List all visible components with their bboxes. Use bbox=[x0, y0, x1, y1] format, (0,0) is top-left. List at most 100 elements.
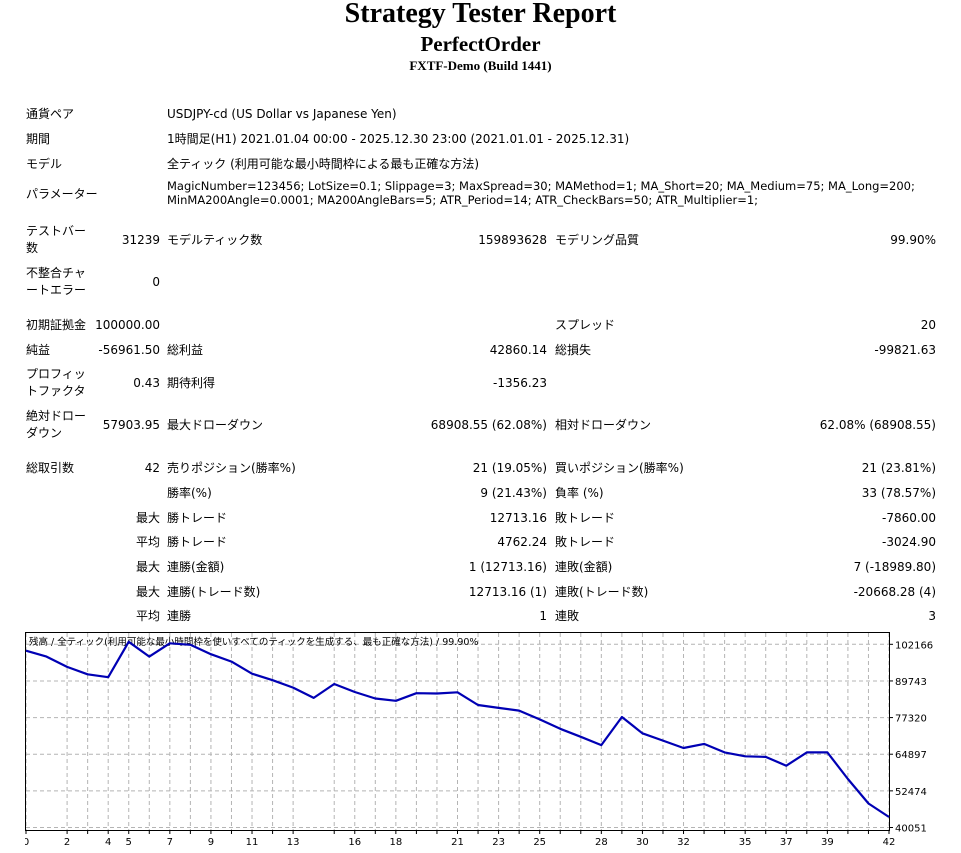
average-prefix: 平均 bbox=[135, 535, 160, 549]
modeling-quality-value: 99.90% bbox=[890, 233, 936, 247]
x-tick-label: 21 bbox=[451, 837, 464, 848]
win-rate-value: 9 (21.43%) bbox=[480, 486, 547, 500]
short-positions-value: 21 (19.05%) bbox=[472, 461, 547, 475]
y-tick-label: 77320 bbox=[895, 714, 927, 725]
x-tick-label: 23 bbox=[492, 837, 505, 848]
x-tick-label: 28 bbox=[595, 837, 608, 848]
balance-series-line bbox=[25, 640, 890, 818]
loss-rate-label: 負率 (%) bbox=[555, 486, 604, 500]
relative-drawdown-value: 62.08% (68908.55) bbox=[819, 418, 936, 432]
average-win-label: 勝トレード bbox=[167, 535, 228, 549]
average-win-value: 4762.24 bbox=[497, 535, 547, 549]
expert-name: PerfectOrder bbox=[420, 32, 541, 56]
symbol-value: USDJPY-cd (US Dollar vs Japanese Yen) bbox=[167, 107, 397, 121]
absolute-drawdown-value: 57903.95 bbox=[102, 418, 160, 432]
x-tick-label: 39 bbox=[821, 837, 834, 848]
y-tick-label: 64897 bbox=[895, 750, 927, 761]
ticks-label: モデルティック数 bbox=[167, 233, 263, 247]
max-consec-wins-money-value: 1 (12713.16) bbox=[468, 560, 547, 574]
loss-rate-value: 33 (78.57%) bbox=[861, 486, 936, 500]
gross-loss-value: -99821.63 bbox=[874, 343, 936, 357]
x-tick-label: 37 bbox=[780, 837, 793, 848]
symbol-label: 通貨ペア bbox=[26, 107, 75, 121]
bars-value: 31239 bbox=[121, 233, 160, 247]
max-drawdown-label: 最大ドローダウン bbox=[167, 418, 264, 432]
x-tick-label: 13 bbox=[287, 837, 300, 848]
avg-consec-wins-label: 連勝 bbox=[167, 609, 192, 623]
x-tick-label: 4 bbox=[105, 837, 111, 848]
total-trades-label: 総取引数 bbox=[26, 461, 75, 475]
x-tick-label: 5 bbox=[126, 837, 132, 848]
period-label: 期間 bbox=[26, 132, 51, 146]
x-tick-label: 16 bbox=[348, 837, 361, 848]
net-profit-value: -56961.50 bbox=[98, 343, 160, 357]
y-tick-label: 52474 bbox=[895, 787, 927, 798]
largest-loss-label: 敗トレード bbox=[555, 511, 616, 525]
server-build: FXTF-Demo (Build 1441) bbox=[409, 58, 552, 73]
profit-factor-value: 0.43 bbox=[133, 376, 160, 390]
model-value: 全ティック (利用可能な最小時間枠による最も正確な方法) bbox=[167, 157, 480, 171]
y-axis: 102166 89743 77320 64897 52474 40051 bbox=[889, 640, 933, 834]
long-positions-value: 21 (23.81%) bbox=[861, 461, 936, 475]
mismatch-errors-label: 不整合チャートエラー bbox=[26, 266, 87, 297]
balance-chart: 残高 / 全ティック(利用可能な最小時間枠を使いすべてのティックを生成する、最も… bbox=[25, 632, 933, 848]
initial-deposit-value: 100000.00 bbox=[95, 318, 160, 332]
x-axis: 0 2 4 5 7 9 11 13 16 18 21 23 25 28 30 32 35 37 39 42 bbox=[25, 830, 895, 848]
x-tick-label: 2 bbox=[64, 837, 70, 848]
modeling-quality-label: モデリング品質 bbox=[555, 233, 640, 247]
x-tick-label: 11 bbox=[246, 837, 259, 848]
expected-payoff-label: 期待利得 bbox=[167, 376, 216, 390]
total-trades-value: 42 bbox=[144, 461, 160, 475]
max-drawdown-value: 68908.55 (62.08%) bbox=[430, 418, 547, 432]
balance-line bbox=[25, 640, 890, 818]
x-tick-label: 25 bbox=[533, 837, 546, 848]
bars-label: テストバー数 bbox=[26, 224, 87, 255]
parameters-label: パラメーター bbox=[26, 187, 98, 201]
win-rate-label: 勝率(%) bbox=[167, 486, 212, 500]
avg-consec-losses-value: 3 bbox=[928, 609, 936, 623]
parameters-line-1: MagicNumber=123456; LotSize=0.1; Slippag… bbox=[167, 179, 915, 193]
max-consec-losses-trades-value: -20668.28 (4) bbox=[853, 585, 936, 599]
x-tick-label: 0 bbox=[25, 837, 29, 848]
largest-win-value: 12713.16 bbox=[489, 511, 547, 525]
model-label: モデル bbox=[26, 157, 63, 171]
ticks-value: 159893628 bbox=[478, 233, 547, 247]
spread-value: 20 bbox=[920, 318, 936, 332]
spread-label: スプレッド bbox=[555, 318, 616, 332]
largest-loss-value: -7860.00 bbox=[882, 511, 936, 525]
absolute-drawdown-label: 絶対ドローダウン bbox=[26, 409, 87, 440]
gross-profit-label: 総利益 bbox=[167, 343, 204, 357]
max-consec-trades-prefix: 最大 bbox=[135, 585, 160, 599]
max-consec-money-prefix: 最大 bbox=[135, 560, 160, 574]
short-positions-label: 売りポジション(勝率%) bbox=[167, 461, 296, 475]
largest-win-label: 勝トレード bbox=[167, 511, 228, 525]
max-consec-losses-money-label: 連敗(金額) bbox=[555, 560, 613, 574]
expected-payoff-value: -1356.23 bbox=[493, 376, 547, 390]
relative-drawdown-label: 相対ドローダウン bbox=[555, 418, 652, 432]
x-tick-label: 18 bbox=[389, 837, 402, 848]
y-tick-label: 89743 bbox=[895, 677, 927, 688]
mismatch-errors-value: 0 bbox=[152, 275, 160, 289]
max-consec-wins-money-label: 連勝(金額) bbox=[167, 560, 225, 574]
chart-grid bbox=[25, 633, 890, 830]
period-value: 1時間足(H1) 2021.01.04 00:00 - 2025.12.30 2… bbox=[167, 132, 630, 146]
avg-consec-prefix: 平均 bbox=[135, 609, 160, 623]
long-positions-label: 買いポジション(勝率%) bbox=[555, 461, 684, 475]
average-loss-value: -3024.90 bbox=[882, 535, 936, 549]
chart-title: 残高 / 全ティック(利用可能な最小時間枠を使いすべてのティックを生成する、最も… bbox=[29, 636, 478, 648]
x-tick-label: 30 bbox=[636, 837, 649, 848]
net-profit-label: 純益 bbox=[26, 343, 51, 357]
y-tick-label: 102166 bbox=[895, 640, 933, 651]
max-consec-losses-money-value: 7 (-18989.80) bbox=[853, 560, 936, 574]
avg-consec-wins-value: 1 bbox=[539, 609, 547, 623]
gross-loss-label: 総損失 bbox=[555, 343, 592, 357]
initial-deposit-label: 初期証拠金 bbox=[26, 318, 87, 332]
average-loss-label: 敗トレード bbox=[555, 535, 616, 549]
x-tick-label: 7 bbox=[167, 837, 173, 848]
x-tick-label: 35 bbox=[739, 837, 752, 848]
max-consec-wins-trades-value: 12713.16 (1) bbox=[468, 585, 547, 599]
largest-prefix: 最大 bbox=[135, 511, 160, 525]
y-tick-label: 40051 bbox=[895, 823, 927, 834]
x-tick-label: 32 bbox=[677, 837, 690, 848]
x-tick-label: 9 bbox=[208, 837, 214, 848]
